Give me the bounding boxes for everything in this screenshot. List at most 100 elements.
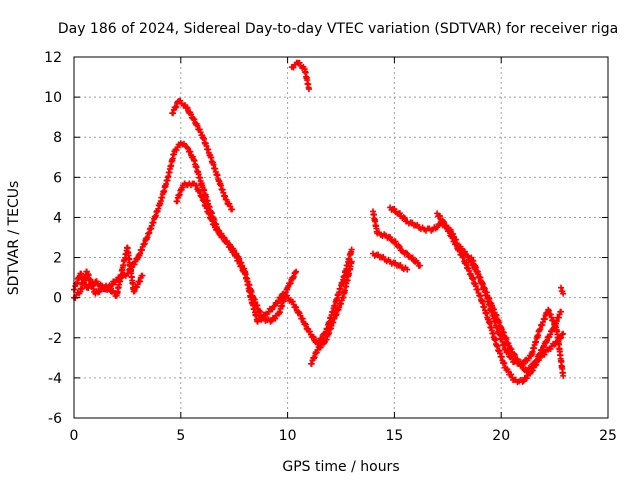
series-track-c — [173, 180, 300, 325]
x-tick-label: 25 — [599, 428, 617, 444]
data-point — [139, 272, 146, 279]
y-tick-label: -2 — [48, 331, 62, 347]
data-point — [560, 330, 567, 337]
y-tick-label: 4 — [53, 210, 62, 226]
data-point — [221, 234, 228, 241]
data-point — [529, 367, 536, 374]
y-tick-label: -6 — [48, 411, 62, 427]
data-point — [417, 262, 424, 269]
data-point — [392, 259, 399, 266]
series-track-b — [169, 97, 236, 213]
series-track-e — [308, 258, 355, 367]
data-point — [223, 196, 230, 203]
data-point — [93, 278, 100, 285]
data-point — [541, 351, 548, 358]
data-point — [461, 248, 468, 255]
data-point — [272, 315, 279, 322]
data-point — [265, 308, 272, 315]
data-point — [229, 206, 236, 213]
y-tick-label: 0 — [53, 291, 62, 307]
data-point — [508, 346, 515, 353]
data-point — [434, 224, 441, 231]
x-tick-label: 15 — [385, 428, 403, 444]
data-point — [106, 284, 113, 291]
data-point — [505, 349, 512, 356]
data-point — [306, 328, 313, 335]
data-point — [560, 290, 567, 297]
data-point — [184, 105, 191, 112]
data-point — [523, 375, 530, 382]
data-point — [105, 283, 112, 290]
y-tick-label: -4 — [48, 371, 62, 387]
data-point — [533, 361, 540, 368]
series-track-l — [71, 244, 146, 301]
data-point — [392, 238, 399, 245]
y-tick-label: 6 — [53, 170, 62, 186]
data-point — [560, 372, 567, 379]
data-point — [409, 219, 416, 226]
y-tick-label: 12 — [44, 50, 62, 66]
y-tick-label: 2 — [53, 251, 62, 267]
axis-ticks: 0 5 10 15 20 25 -6 -4 -2 0 2 4 6 8 10 12 — [44, 50, 617, 444]
y-tick-label: 8 — [53, 130, 62, 146]
data-point — [196, 189, 203, 196]
data-points — [71, 59, 567, 386]
series-track-d — [288, 59, 312, 93]
y-tick-label: 10 — [44, 90, 62, 106]
data-point — [348, 246, 355, 253]
series-track-g — [370, 250, 411, 273]
data-point — [227, 243, 234, 250]
data-point — [505, 368, 512, 375]
data-point — [305, 86, 312, 93]
data-point — [409, 254, 416, 261]
data-point — [511, 352, 518, 359]
data-point — [296, 59, 303, 66]
data-point — [520, 378, 527, 385]
data-point — [520, 360, 527, 367]
data-point — [274, 300, 281, 307]
data-point — [396, 210, 403, 217]
x-tick-label: 20 — [492, 428, 510, 444]
data-point — [436, 213, 443, 220]
data-point — [293, 268, 300, 275]
data-point — [172, 104, 179, 111]
data-point — [293, 304, 300, 311]
x-axis-label: GPS time / hours — [282, 459, 399, 475]
data-point — [173, 103, 180, 110]
data-point — [187, 148, 194, 155]
data-point — [96, 288, 103, 295]
data-point — [509, 355, 516, 362]
x-tick-label: 0 — [70, 428, 79, 444]
data-point — [464, 253, 471, 260]
data-point — [508, 371, 515, 378]
data-point — [404, 250, 411, 257]
x-tick-label: 10 — [279, 428, 297, 444]
data-point — [227, 203, 234, 210]
plot-frame — [73, 56, 609, 419]
data-point — [173, 147, 180, 154]
data-point — [183, 104, 190, 111]
series-track-f — [370, 208, 424, 269]
data-point — [396, 243, 403, 250]
data-point — [558, 308, 565, 315]
data-point — [401, 215, 408, 222]
chart-title: Day 186 of 2024, Sidereal Day-to-day VTE… — [58, 21, 618, 37]
x-tick-label: 5 — [176, 428, 185, 444]
data-point — [170, 110, 177, 117]
data-point — [108, 281, 115, 288]
data-point — [193, 182, 200, 189]
series-track-k — [558, 284, 567, 297]
data-point — [85, 285, 92, 292]
data-point — [188, 111, 195, 118]
data-point — [310, 334, 317, 341]
data-point — [440, 218, 447, 225]
data-point — [215, 227, 222, 234]
data-point — [387, 234, 394, 241]
data-point — [348, 258, 355, 265]
series-track-j — [468, 254, 567, 379]
data-point — [317, 344, 324, 351]
data-point — [404, 266, 411, 273]
y-axis-label: SDTVAR / TECUs — [6, 181, 22, 296]
